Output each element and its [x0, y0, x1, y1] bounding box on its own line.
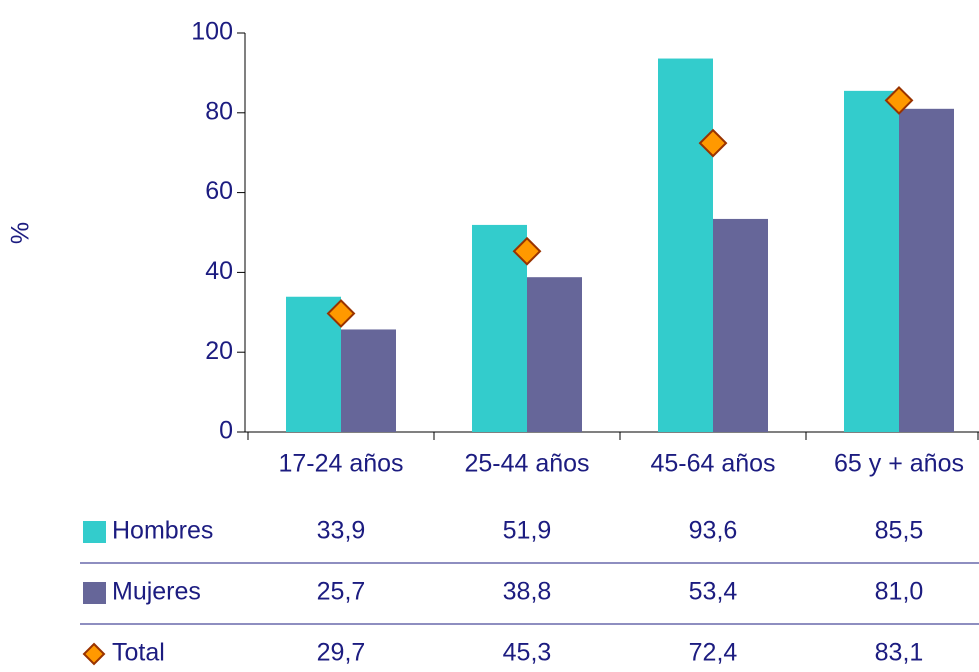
y-tick-label: 80 — [205, 97, 233, 125]
y-tick-label: 100 — [191, 18, 233, 46]
bar — [713, 218, 768, 432]
y-axis-label: % — [7, 222, 35, 244]
table-value: 83,1 — [875, 639, 924, 667]
legend-swatch — [83, 521, 106, 543]
legend-label: Hombres — [112, 517, 213, 545]
bar — [658, 58, 713, 432]
table-value: 53,4 — [689, 578, 738, 606]
x-tick-label: 65 y + años — [834, 450, 964, 478]
bar — [899, 108, 954, 432]
legend-label: Mujeres — [112, 578, 201, 606]
table-value: 25,7 — [317, 578, 366, 606]
legend-swatch — [83, 582, 106, 604]
bar — [341, 329, 396, 432]
table-value: 85,5 — [875, 517, 924, 545]
y-tick-label: 20 — [205, 337, 233, 365]
table-value: 29,7 — [317, 639, 366, 667]
bar — [527, 277, 582, 432]
table-value: 72,4 — [689, 639, 738, 667]
y-tick-label: 0 — [219, 417, 233, 445]
y-tick-label: 40 — [205, 257, 233, 285]
table-value: 38,8 — [503, 578, 552, 606]
total-marker — [512, 236, 542, 266]
total-marker — [698, 128, 728, 158]
x-tick-label: 17-24 años — [278, 450, 403, 478]
legend-label: Total — [112, 639, 165, 667]
bar — [472, 224, 527, 432]
table-value: 45,3 — [503, 639, 552, 667]
table-value: 81,0 — [875, 578, 924, 606]
x-tick-label: 45-64 años — [650, 450, 775, 478]
legend-marker — [82, 642, 106, 666]
table-value: 33,9 — [317, 517, 366, 545]
y-tick-label: 60 — [205, 177, 233, 205]
bar — [286, 296, 341, 432]
table-value: 51,9 — [503, 517, 552, 545]
total-marker — [326, 299, 356, 328]
bar — [844, 90, 899, 432]
x-tick-label: 25-44 años — [464, 450, 589, 478]
table-value: 93,6 — [689, 517, 738, 545]
total-marker — [884, 86, 914, 115]
